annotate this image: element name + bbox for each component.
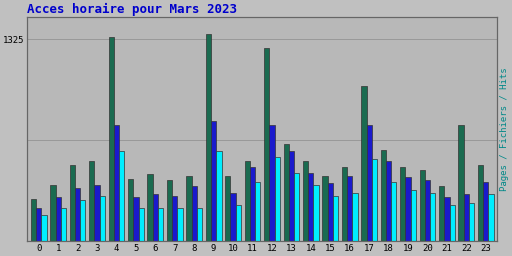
- Bar: [177, 208, 183, 241]
- Bar: [444, 197, 450, 241]
- Bar: [216, 151, 222, 241]
- Bar: [197, 208, 202, 241]
- Bar: [89, 161, 94, 241]
- Bar: [255, 182, 261, 241]
- Bar: [411, 189, 416, 241]
- Bar: [420, 170, 425, 241]
- Bar: [352, 193, 357, 241]
- Bar: [367, 125, 372, 241]
- Bar: [206, 34, 211, 241]
- Bar: [439, 186, 444, 241]
- Bar: [80, 200, 86, 241]
- Bar: [31, 199, 36, 241]
- Bar: [264, 48, 269, 241]
- Bar: [245, 161, 250, 241]
- Bar: [100, 196, 105, 241]
- Bar: [361, 86, 367, 241]
- Bar: [274, 157, 280, 241]
- Bar: [294, 173, 300, 241]
- Bar: [225, 176, 230, 241]
- Bar: [191, 186, 197, 241]
- Bar: [139, 208, 144, 241]
- Bar: [400, 167, 406, 241]
- Bar: [211, 121, 216, 241]
- Bar: [469, 203, 474, 241]
- Bar: [483, 182, 488, 241]
- Y-axis label: Pages / Fichiers / Hits: Pages / Fichiers / Hits: [500, 67, 509, 191]
- Bar: [128, 179, 133, 241]
- Bar: [236, 205, 241, 241]
- Bar: [342, 167, 347, 241]
- Text: Acces horaire pour Mars 2023: Acces horaire pour Mars 2023: [27, 3, 237, 16]
- Bar: [284, 144, 289, 241]
- Bar: [347, 176, 352, 241]
- Bar: [250, 167, 255, 241]
- Bar: [381, 150, 386, 241]
- Bar: [94, 185, 100, 241]
- Bar: [41, 216, 47, 241]
- Bar: [172, 196, 177, 241]
- Bar: [458, 125, 464, 241]
- Bar: [153, 194, 158, 241]
- Bar: [303, 161, 308, 241]
- Bar: [406, 177, 411, 241]
- Bar: [391, 182, 396, 241]
- Bar: [269, 125, 274, 241]
- Bar: [133, 197, 139, 241]
- Bar: [478, 165, 483, 241]
- Bar: [147, 174, 153, 241]
- Bar: [425, 180, 430, 241]
- Bar: [75, 188, 80, 241]
- Bar: [61, 208, 66, 241]
- Bar: [55, 197, 61, 241]
- Bar: [70, 165, 75, 241]
- Bar: [114, 125, 119, 241]
- Bar: [50, 185, 55, 241]
- Bar: [308, 173, 313, 241]
- Bar: [230, 193, 236, 241]
- Bar: [289, 151, 294, 241]
- Bar: [167, 180, 172, 241]
- Bar: [158, 208, 163, 241]
- Bar: [464, 194, 469, 241]
- Bar: [386, 161, 391, 241]
- Bar: [372, 159, 377, 241]
- Bar: [323, 176, 328, 241]
- Bar: [333, 196, 338, 241]
- Bar: [430, 193, 435, 241]
- Bar: [109, 37, 114, 241]
- Bar: [450, 205, 455, 241]
- Bar: [328, 184, 333, 241]
- Bar: [313, 185, 318, 241]
- Bar: [119, 151, 124, 241]
- Bar: [488, 194, 494, 241]
- Bar: [36, 208, 41, 241]
- Bar: [186, 176, 191, 241]
